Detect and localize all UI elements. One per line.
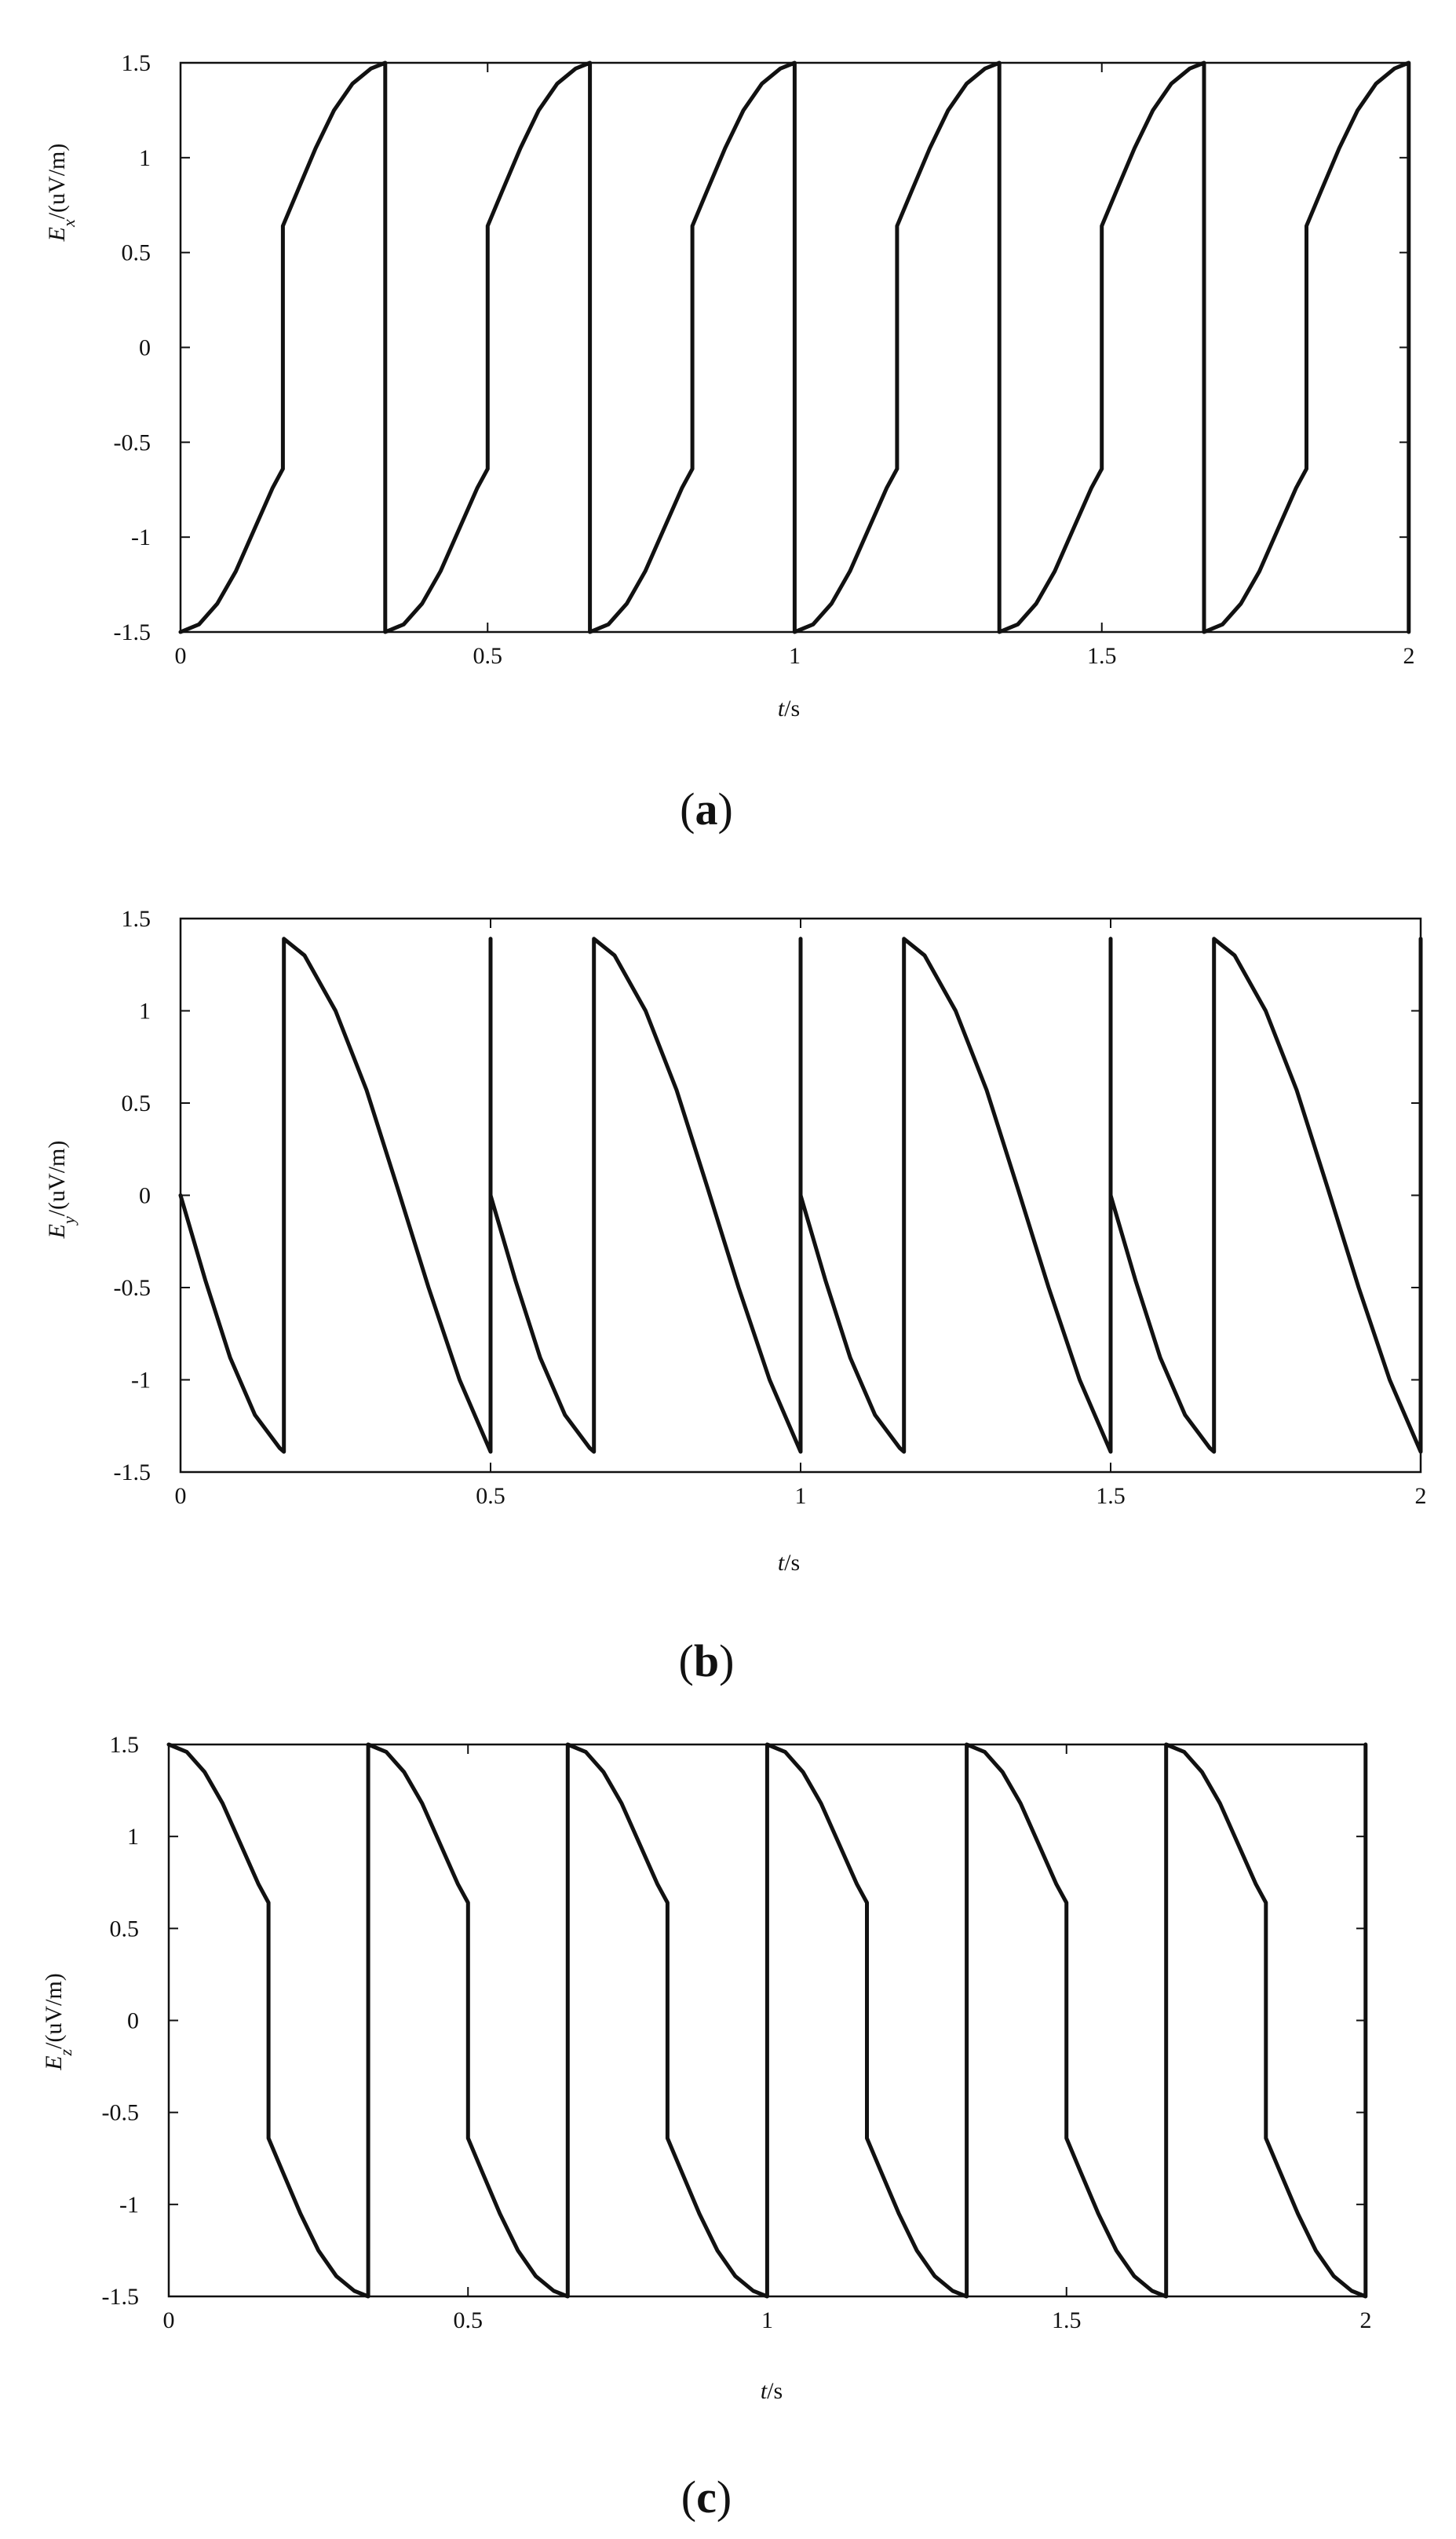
panel-c-xtick-label: 2 — [1360, 2307, 1372, 2333]
panel-b: 0 0.5 1 1.5 2 1.5 1 0.5 0 -0.5 -1 -1.5 Ey/(uV/m) t/… — [44, 906, 1427, 1686]
panel-b-ytick-label: 0.5 — [122, 1090, 151, 1116]
panel-b-ytick-label: 0 — [139, 1183, 151, 1209]
panel-b-ytick-label: -1 — [131, 1368, 151, 1394]
panel-b-caption: (b) — [679, 1635, 735, 1686]
panel-c-xlabel: t/s — [761, 2378, 783, 2404]
panel-b-xtick-label: 0 — [175, 1483, 187, 1509]
panel-c: 0 0.5 1 1.5 2 1.5 1 0.5 0 -0.5 -1 -1.5 Ez/(uV/m) t/… — [41, 1732, 1372, 2523]
panel-a-xtick-label: 0 — [175, 643, 187, 669]
panel-c-caption: (c) — [681, 2471, 732, 2523]
panel-c-xtick-label: 1.5 — [1052, 2307, 1082, 2333]
panel-c-xtick-label: 1 — [761, 2307, 773, 2333]
panel-c-ylabel: Ez/(uV/m) — [41, 1973, 75, 2071]
panel-c-ytick-label: 1.5 — [110, 1732, 140, 1758]
panel-c-ytick-label: -0.5 — [102, 2100, 140, 2126]
panel-a-xtick-label: 1 — [789, 643, 801, 669]
panel-a-caption: (a) — [680, 784, 733, 835]
panel-a-xlabel: t/s — [778, 696, 800, 722]
panel-a: 0 0.5 1 1.5 2 1.5 1 0.5 0 -0.5 -1 -1.5 Ex/(uV/m) t/… — [44, 50, 1415, 835]
panel-a-ytick-label: 1.5 — [122, 50, 151, 76]
panel-c-xtick-label: 0 — [163, 2307, 175, 2333]
panel-a-plot: 0 0.5 1 1.5 2 1.5 1 0.5 0 -0.5 -1 -1.5 — [114, 50, 1415, 669]
panel-b-ytick-label: 1 — [139, 999, 151, 1025]
panel-a-xtick-label: 2 — [1403, 643, 1415, 669]
panel-c-ytick-label: -1.5 — [102, 2284, 140, 2310]
panel-b-plot: 0 0.5 1 1.5 2 1.5 1 0.5 0 -0.5 -1 -1.5 — [114, 906, 1427, 1509]
panel-c-ytick-label: -1 — [119, 2192, 139, 2218]
panel-a-ytick-label: -1 — [131, 524, 151, 550]
panel-a-ytick-label: -1.5 — [114, 619, 151, 645]
panel-a-xtick-label: 0.5 — [473, 643, 503, 669]
panel-b-series-line — [178, 937, 1423, 1454]
panel-a-ytick-label: -0.5 — [114, 429, 151, 455]
panel-b-ytick-label: -1.5 — [114, 1459, 151, 1485]
panel-a-ytick-label: 0 — [139, 335, 151, 361]
panel-b-ylabel: Ey/(uV/m) — [44, 1141, 78, 1240]
panel-b-xtick-label: 1.5 — [1096, 1483, 1126, 1509]
panel-b-ytick-label: 1.5 — [122, 906, 151, 932]
panel-a-ytick-label: 1 — [139, 145, 151, 171]
panel-c-ytick-label: 0 — [127, 2008, 139, 2034]
panel-b-ytick-label: -0.5 — [114, 1275, 151, 1301]
panel-a-ylabel: Ex/(uV/m) — [44, 144, 78, 243]
panel-b-xlabel: t/s — [778, 1550, 800, 1576]
panel-a-ytick-label: 0.5 — [122, 240, 151, 266]
panel-c-ytick-label: 1 — [127, 1824, 139, 1850]
panel-b-xtick-label: 1 — [795, 1483, 807, 1509]
panel-c-plot: 0 0.5 1 1.5 2 1.5 1 0.5 0 -0.5 -1 -1.5 — [102, 1732, 1372, 2333]
panel-b-xtick-label: 0.5 — [476, 1483, 505, 1509]
panel-c-ytick-label: 0.5 — [110, 1916, 140, 1942]
panel-a-xtick-label: 1.5 — [1087, 643, 1117, 669]
panel-b-xtick-label: 2 — [1415, 1483, 1427, 1509]
panel-c-xtick-label: 0.5 — [454, 2307, 484, 2333]
